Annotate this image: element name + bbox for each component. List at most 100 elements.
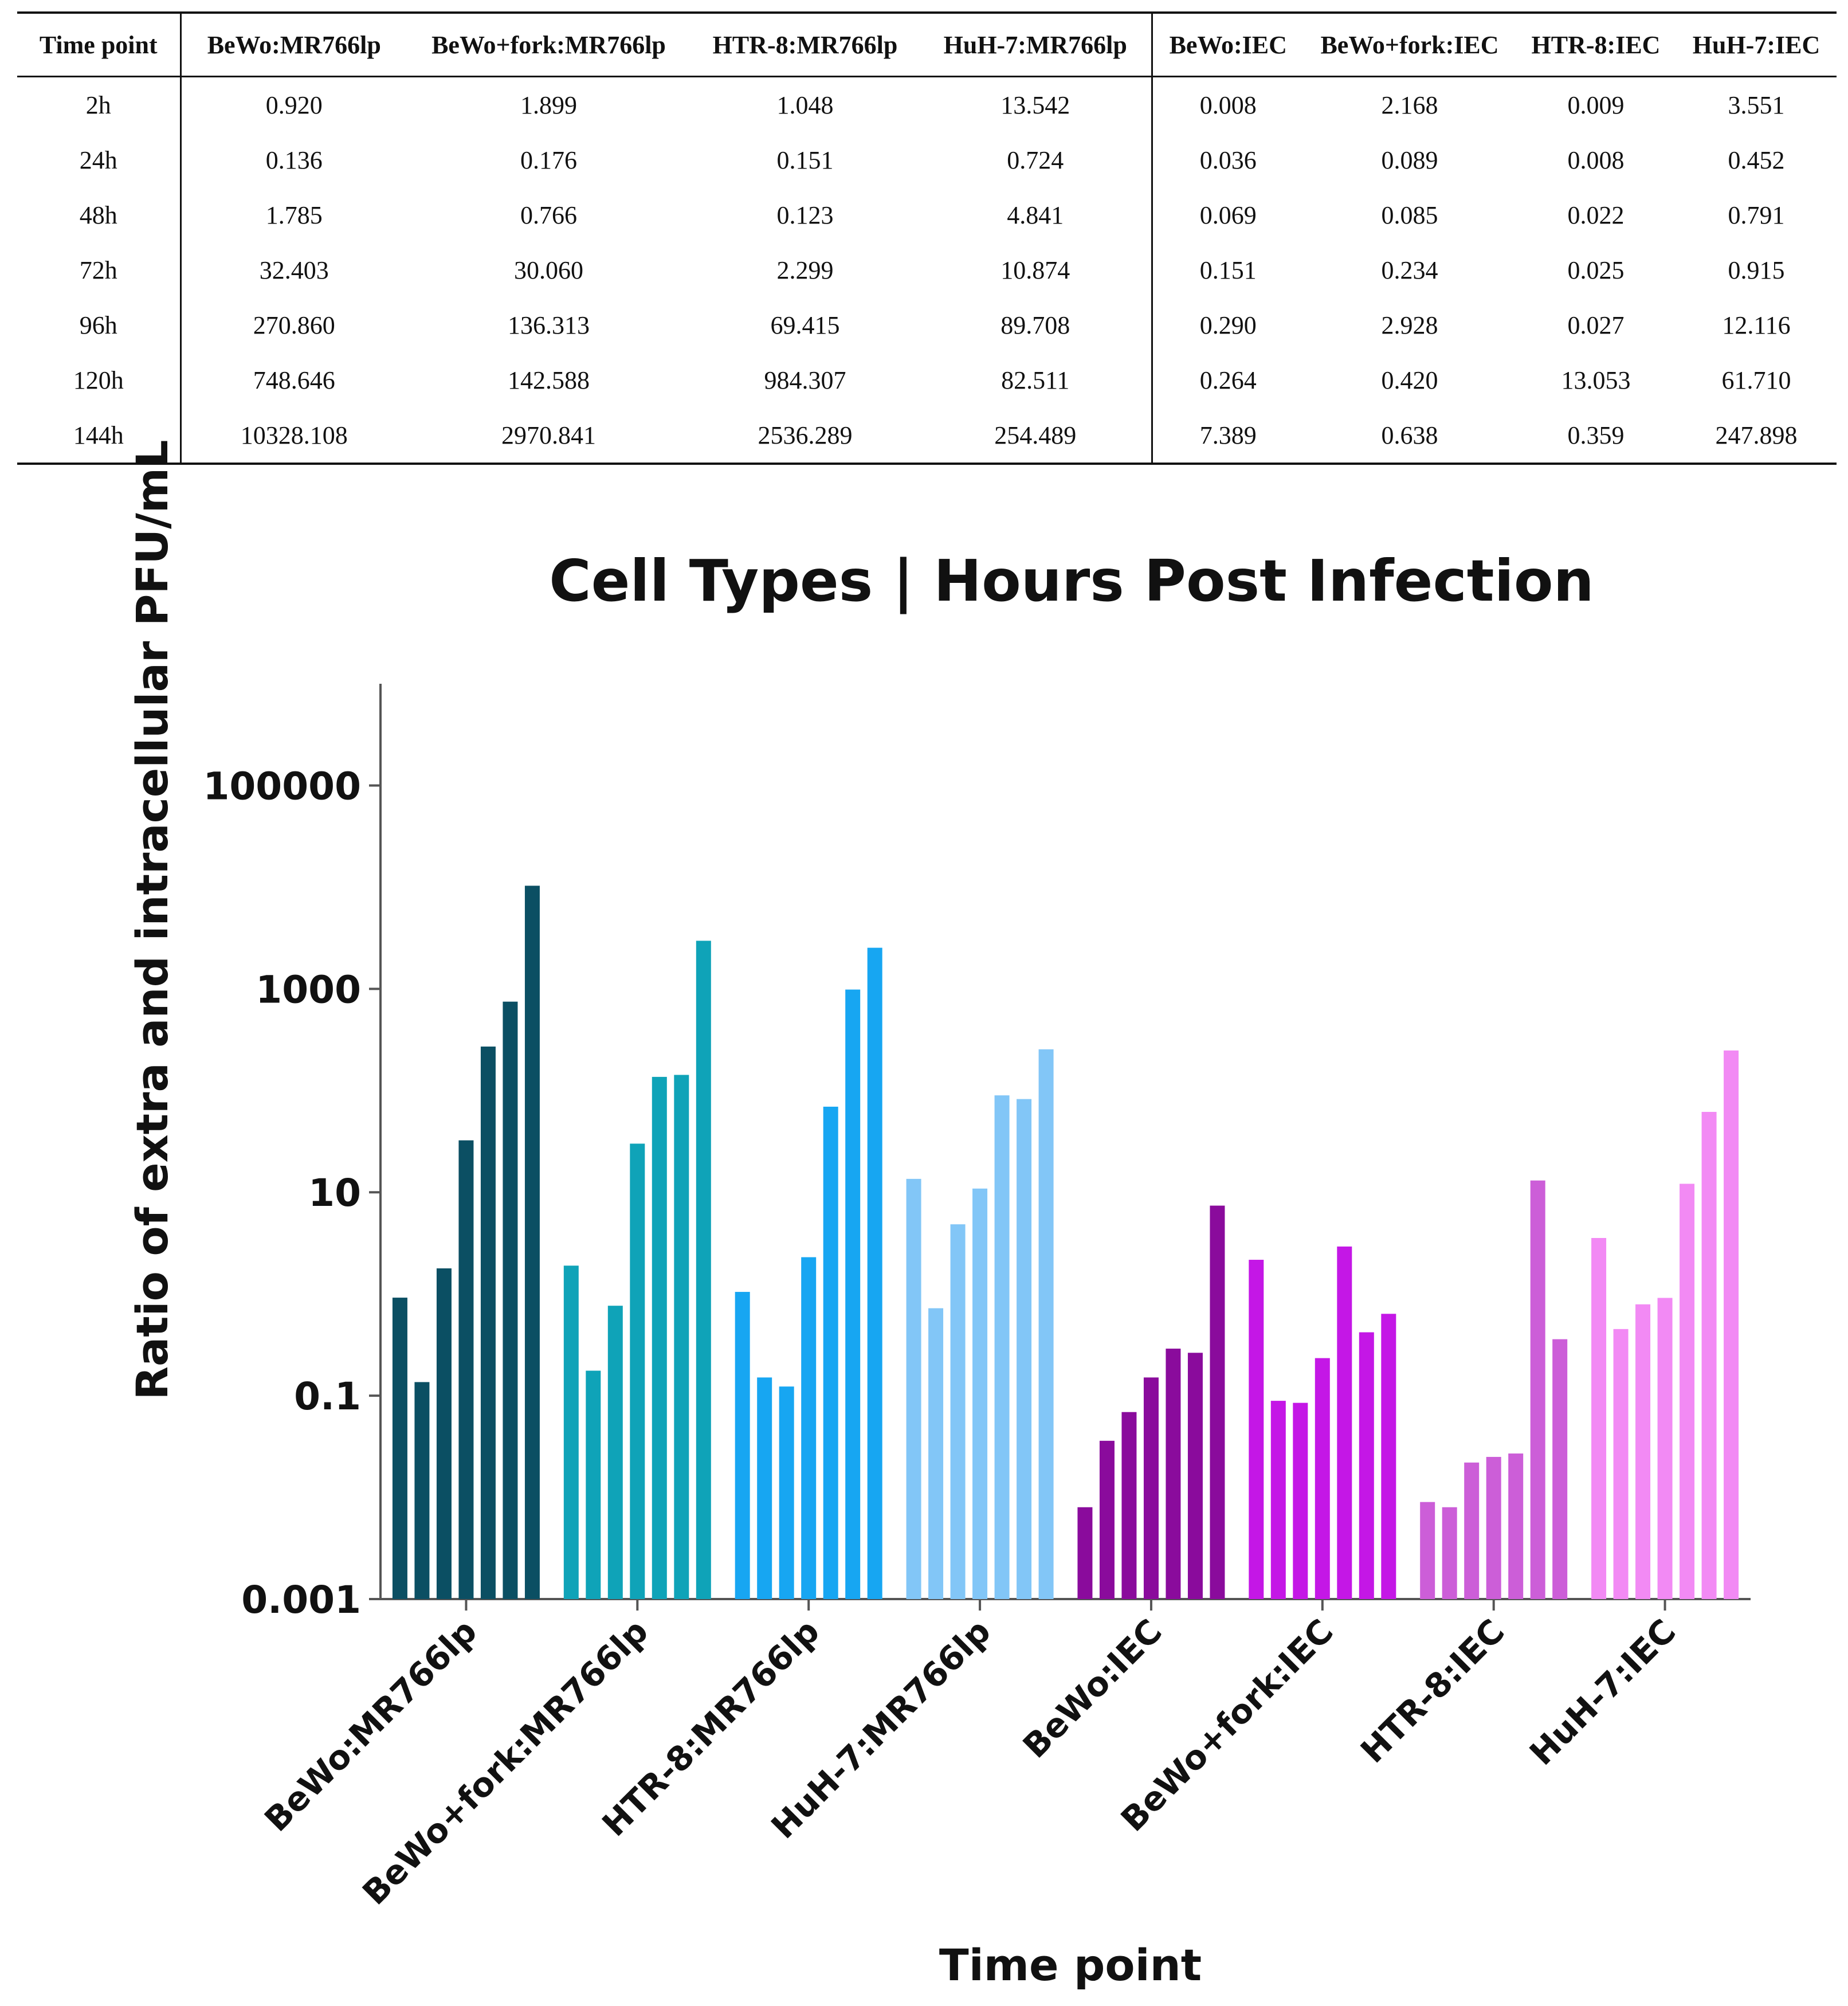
table-cell: 984.307	[764, 366, 846, 394]
table-cell: 13.542	[920, 76, 1153, 132]
bar	[867, 947, 882, 1599]
table-cell: 0.290	[1199, 311, 1257, 339]
table-cell: 0.234	[1381, 256, 1438, 284]
table-cell: 0.025	[1567, 256, 1625, 284]
table-cell: 0.022	[1567, 201, 1625, 229]
table-cell: 0.920	[265, 91, 323, 119]
table-cell: 0.123	[776, 201, 834, 229]
plot-area: 0.0010.1101000100000BeWo:MR766lpBeWo+for…	[203, 684, 1751, 1913]
table-cell: 0.151	[776, 146, 834, 174]
bar	[757, 1377, 772, 1599]
y-tick-label: 0.1	[294, 1374, 361, 1419]
table-cell: 7.389	[1152, 408, 1304, 465]
table-cell: 247.898	[1676, 408, 1837, 465]
table-cell: 3.551	[1728, 91, 1785, 119]
table-cell: 0.724	[920, 132, 1153, 187]
column-header: HuH-7:IEC	[1676, 11, 1837, 77]
table-cell: 32.403	[259, 256, 329, 284]
bar	[823, 1106, 838, 1599]
column-header: HTR-8:IEC	[1516, 11, 1676, 77]
data-table: Time point BeWo:MR766lp BeWo+fork:MR766l…	[17, 11, 1837, 465]
bar	[652, 1076, 667, 1599]
table-cell: 1.048	[776, 91, 834, 119]
bar	[1552, 1339, 1568, 1599]
table-cell: 10328.108	[181, 408, 407, 465]
bar	[1099, 1440, 1115, 1599]
table-cell: 2.168	[1381, 91, 1438, 119]
x-tick-label: BeWo:IEC	[1015, 1612, 1170, 1766]
table-cell: 0.136	[265, 146, 323, 174]
bar	[630, 1143, 645, 1599]
table-cell: 2970.841	[407, 408, 690, 465]
table-cell: 30.060	[514, 256, 583, 284]
table-cell: 2.299	[776, 256, 834, 284]
table-row: 72h 32.403 30.060 2.299 10.874 0.151 0.234 0.02…	[17, 242, 1837, 297]
bar	[1143, 1377, 1159, 1599]
bar	[1381, 1314, 1396, 1599]
bar	[1038, 1049, 1054, 1599]
table-cell: 0.915	[1728, 256, 1785, 284]
bar	[607, 1306, 623, 1599]
y-tick-label: 0.001	[241, 1578, 361, 1622]
bar	[1121, 1412, 1137, 1599]
table-cell: 0.151	[1199, 256, 1257, 284]
column-header: BeWo:IEC	[1152, 11, 1304, 77]
table-row: 96h 270.860 136.313 69.415 89.708 0.290 2.928 0…	[17, 297, 1837, 352]
table-header-row: Time point BeWo:MR766lp BeWo+fork:MR766l…	[17, 11, 1837, 77]
table-cell: 10.874	[920, 242, 1153, 297]
time-point-cell: 120h	[17, 352, 182, 408]
table-cell: 0.359	[1516, 408, 1676, 465]
bar	[1293, 1402, 1308, 1599]
bar	[1701, 1111, 1717, 1599]
bar	[1591, 1238, 1607, 1599]
column-header: BeWo+fork:IEC	[1304, 11, 1516, 77]
table-body: 2h 0.920 1.899 1.048 13.542 0.008 2.168 0.009 3.…	[17, 76, 1837, 465]
column-header: BeWo+fork:MR766lp	[407, 11, 690, 77]
table-cell: 69.415	[770, 311, 840, 339]
table-cell: 0.176	[520, 146, 577, 174]
bar	[563, 1265, 579, 1599]
x-tick-label: BeWo+fork:MR766lp	[355, 1612, 656, 1913]
time-point-cell: 144h	[17, 408, 182, 465]
bar	[1315, 1358, 1330, 1599]
bar	[801, 1257, 817, 1599]
bar	[414, 1382, 430, 1599]
x-tick-label: HuH-7:IEC	[1522, 1612, 1683, 1773]
table-cell: 0.452	[1728, 146, 1785, 174]
time-point-cell: 24h	[17, 132, 182, 187]
bar	[1337, 1246, 1352, 1599]
table-cell: 748.646	[253, 366, 335, 394]
chart-title: Cell Types | Hours Post Infection	[549, 547, 1594, 614]
table-row: 120h 748.646 142.588 984.307 82.511 0.264 0.42…	[17, 352, 1837, 408]
column-header: BeWo:MR766lp	[181, 11, 407, 77]
bar	[1508, 1453, 1524, 1599]
table-cell: 0.638	[1304, 408, 1516, 465]
table-cell: 0.069	[1199, 201, 1257, 229]
x-axis-label: Time point	[939, 1940, 1202, 1991]
table-cell: 89.708	[920, 297, 1153, 352]
time-point-cell: 96h	[17, 297, 182, 352]
bar	[1270, 1401, 1286, 1599]
bar	[1077, 1507, 1093, 1599]
table-row: 144h 10328.108 2970.841 2536.289 254.489 7.38…	[17, 408, 1837, 465]
bar	[524, 886, 540, 1599]
bar	[1442, 1507, 1457, 1599]
bar	[480, 1046, 496, 1599]
table-cell: 82.511	[920, 352, 1153, 408]
bar	[1017, 1099, 1032, 1599]
bar	[1359, 1332, 1374, 1599]
table-cell: 0.009	[1567, 91, 1625, 119]
bar	[392, 1298, 407, 1599]
table-cell: 0.036	[1199, 146, 1257, 174]
table-cell: 2.928	[1381, 311, 1438, 339]
bar	[1420, 1502, 1435, 1599]
y-axis-label: Ratio of extra and intracellular PFU/mL	[127, 440, 178, 1400]
time-point-cell: 2h	[17, 76, 182, 132]
bar	[1464, 1462, 1480, 1599]
table-row: 2h 0.920 1.899 1.048 13.542 0.008 2.168 0.009 3.…	[17, 76, 1837, 132]
bar	[928, 1308, 944, 1599]
table-cell: 270.860	[253, 311, 335, 339]
x-tick-label: HTR-8:IEC	[1353, 1612, 1512, 1770]
table-cell: 0.085	[1381, 201, 1438, 229]
bar	[1486, 1456, 1501, 1599]
